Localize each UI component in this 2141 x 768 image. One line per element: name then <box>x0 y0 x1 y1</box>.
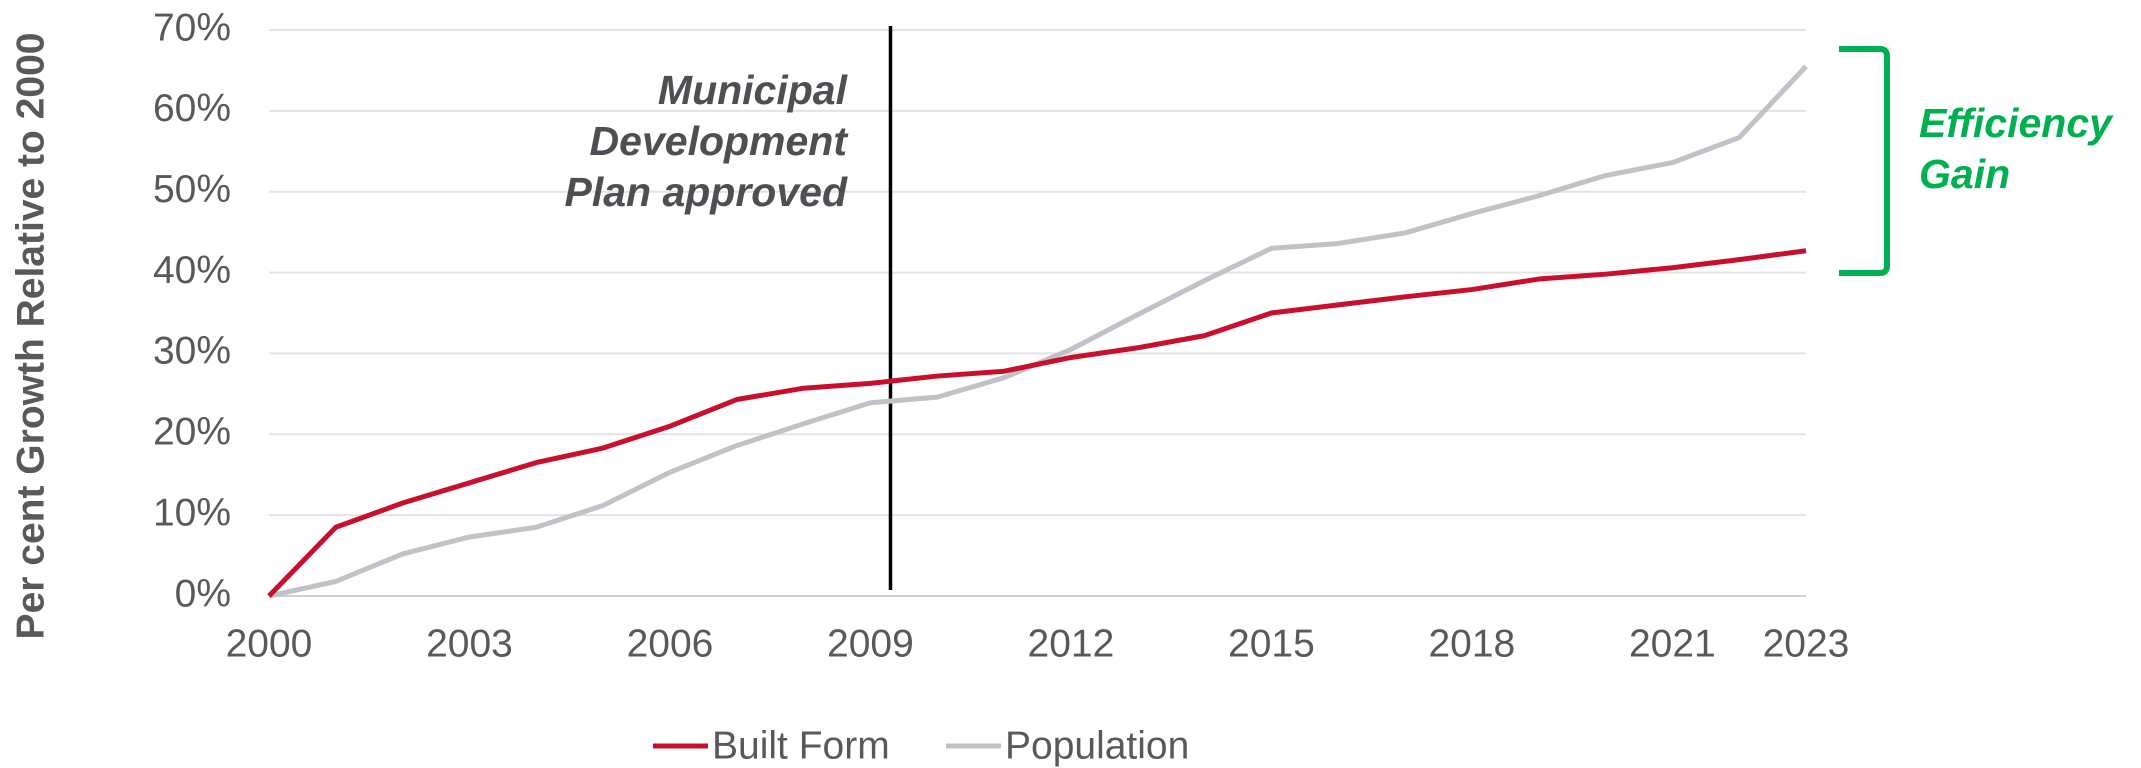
y-axis-label: Per cent Growth Relative to 2000 <box>9 33 52 640</box>
y-tick-label: 0% <box>175 572 231 615</box>
series-line <box>268 64 1808 599</box>
y-tick-label: 50% <box>153 168 231 211</box>
y-tick-label: 10% <box>153 491 231 534</box>
y-tick-label: 70% <box>153 6 231 49</box>
annotation-text: Development <box>590 118 850 164</box>
series-line <box>267 248 1807 598</box>
x-tick-label: 2021 <box>1629 622 1716 665</box>
y-tick-label: 20% <box>153 411 231 454</box>
bracket <box>1839 46 1890 276</box>
y-tick-label: 60% <box>153 87 231 130</box>
y-tick-label: 40% <box>153 249 231 292</box>
annotation-text: Municipal <box>658 67 849 113</box>
x-tick-label: 2018 <box>1428 622 1515 665</box>
legend-label: Population <box>1005 724 1189 767</box>
annotation-text: Plan approved <box>564 169 847 215</box>
legend-label: Built Form <box>712 724 890 767</box>
x-tick-label: 2000 <box>226 622 313 665</box>
x-tick-label: 2012 <box>1028 622 1115 665</box>
x-tick-label: 2015 <box>1228 622 1315 665</box>
x-tick-label: 2003 <box>426 622 513 665</box>
x-tick-label: 2006 <box>627 622 714 665</box>
annotation-text: Efficiency <box>1919 100 2114 146</box>
x-tick-label: 2023 <box>1763 622 1850 665</box>
annotation-text: Gain <box>1919 151 2010 197</box>
x-tick-label: 2009 <box>827 622 914 665</box>
y-tick-label: 30% <box>153 330 231 373</box>
